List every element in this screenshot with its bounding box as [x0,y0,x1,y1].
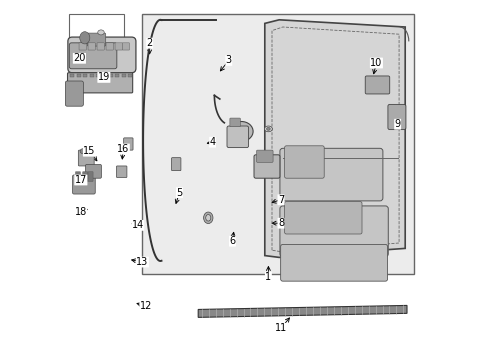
FancyBboxPatch shape [106,43,113,50]
FancyBboxPatch shape [68,73,133,93]
FancyBboxPatch shape [122,74,125,77]
FancyBboxPatch shape [83,74,87,77]
FancyBboxPatch shape [102,74,106,77]
Text: 3: 3 [226,55,232,66]
Text: 14: 14 [132,220,144,230]
Text: 2: 2 [147,38,153,48]
FancyBboxPatch shape [172,158,181,171]
FancyBboxPatch shape [143,14,414,274]
FancyBboxPatch shape [73,175,95,194]
FancyBboxPatch shape [88,172,93,181]
FancyBboxPatch shape [230,118,240,127]
FancyBboxPatch shape [86,165,101,178]
FancyBboxPatch shape [281,244,388,281]
FancyBboxPatch shape [88,43,95,50]
Text: 17: 17 [74,175,87,185]
Text: 20: 20 [73,53,86,63]
FancyBboxPatch shape [97,43,104,50]
FancyBboxPatch shape [128,74,132,77]
Text: 4: 4 [210,137,216,147]
FancyBboxPatch shape [69,43,117,69]
Polygon shape [198,305,407,318]
Text: 12: 12 [140,301,152,311]
FancyBboxPatch shape [109,74,113,77]
Text: 6: 6 [229,236,236,246]
FancyBboxPatch shape [65,81,83,106]
FancyBboxPatch shape [257,150,273,162]
Text: 9: 9 [394,119,401,129]
FancyBboxPatch shape [68,37,136,73]
Ellipse shape [206,215,211,221]
FancyBboxPatch shape [254,155,280,178]
FancyBboxPatch shape [90,74,94,77]
FancyBboxPatch shape [71,74,74,77]
Text: 16: 16 [117,144,129,154]
Text: 7: 7 [278,195,284,205]
Polygon shape [265,20,405,257]
Text: 8: 8 [278,218,284,228]
FancyBboxPatch shape [388,104,406,130]
FancyBboxPatch shape [79,43,86,50]
FancyBboxPatch shape [115,74,119,77]
Text: 19: 19 [98,72,110,82]
Text: 5: 5 [176,188,183,198]
Text: 1: 1 [266,272,271,282]
FancyBboxPatch shape [87,33,106,46]
FancyBboxPatch shape [122,43,129,50]
Ellipse shape [230,122,253,141]
FancyBboxPatch shape [115,43,122,50]
Text: 10: 10 [370,58,383,68]
FancyBboxPatch shape [227,126,248,148]
FancyBboxPatch shape [77,74,81,77]
Ellipse shape [98,30,104,35]
Ellipse shape [265,126,272,132]
Text: 18: 18 [74,207,87,217]
Text: 13: 13 [136,257,148,267]
Ellipse shape [80,149,86,154]
FancyBboxPatch shape [69,14,124,70]
Ellipse shape [204,212,213,224]
Ellipse shape [80,32,90,44]
FancyBboxPatch shape [78,150,94,166]
FancyBboxPatch shape [285,146,324,178]
FancyBboxPatch shape [75,172,80,181]
Text: 15: 15 [83,146,96,156]
FancyBboxPatch shape [280,206,388,257]
FancyBboxPatch shape [280,148,383,201]
FancyBboxPatch shape [365,76,390,94]
FancyBboxPatch shape [117,166,127,177]
Ellipse shape [267,127,270,130]
Text: 11: 11 [275,323,287,333]
FancyBboxPatch shape [123,138,133,150]
FancyBboxPatch shape [285,202,362,234]
FancyBboxPatch shape [96,74,100,77]
FancyBboxPatch shape [83,172,88,181]
